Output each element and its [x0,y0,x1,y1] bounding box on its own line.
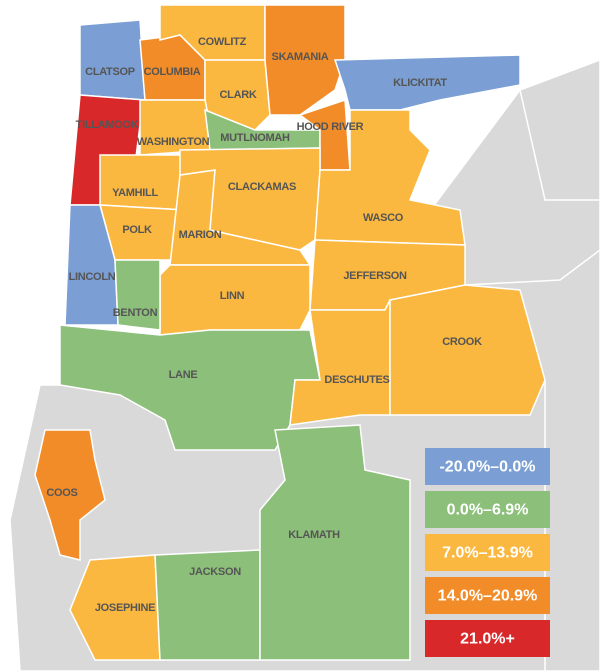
legend-swatch [425,491,550,528]
county [34,429,106,561]
county [179,147,321,251]
county-label: TILLAMOOK [76,119,139,131]
county-label: JEFFERSON [343,270,407,282]
legend-swatch [425,534,550,571]
county-label: BENTON [113,307,158,319]
county-label: COOS [46,487,77,499]
county-label: WASHINGTON [137,136,210,148]
county-label: MUTLNOMAH [220,132,290,144]
county [99,154,186,211]
county [289,299,391,426]
county-label: JACKSON [189,566,241,578]
legend-label: 0.0%–6.9% [447,502,529,519]
neighbor-border [519,89,600,201]
county-label: LINCOLN [69,271,116,283]
county [333,54,521,111]
legend-swatch [425,577,550,614]
county [79,19,146,101]
county-label: JOSEPHINE [95,602,155,614]
county-label: KLICKITAT [393,77,447,89]
county-label: CLARK [220,89,257,101]
county-label: MARION [179,229,222,241]
neighbor-border [464,249,600,286]
county-label: HOOD RIVER [297,121,364,133]
county-label: COLUMBIA [144,66,201,78]
county [389,284,546,416]
legend-label: 14.0%–20.9% [438,588,538,605]
legend-swatch [425,620,550,657]
county [69,554,161,661]
legend-label: 21.0%+ [460,631,515,648]
legend-label: -20.0%–0.0% [439,459,535,476]
county-label: CLACKAMAS [228,181,296,193]
county [114,259,161,331]
county-label: CLATSOP [85,66,135,78]
county-label: YAMHILL [112,187,158,199]
county-label: CROOK [442,336,482,348]
legend-label: 7.0%–13.9% [442,545,533,562]
county-label: KLAMATH [288,529,340,541]
county [314,109,466,246]
county-label: LINN [220,290,245,302]
county-label: WASCO [363,212,404,224]
county [259,424,411,661]
county-label: SKAMANIA [272,51,329,63]
county [264,4,346,116]
legend-swatch [425,448,550,485]
county-label: LANE [169,369,198,381]
county-label: POLK [122,224,152,236]
county-label: DESCHUTES [324,374,389,386]
county-label: COWLITZ [198,36,247,48]
